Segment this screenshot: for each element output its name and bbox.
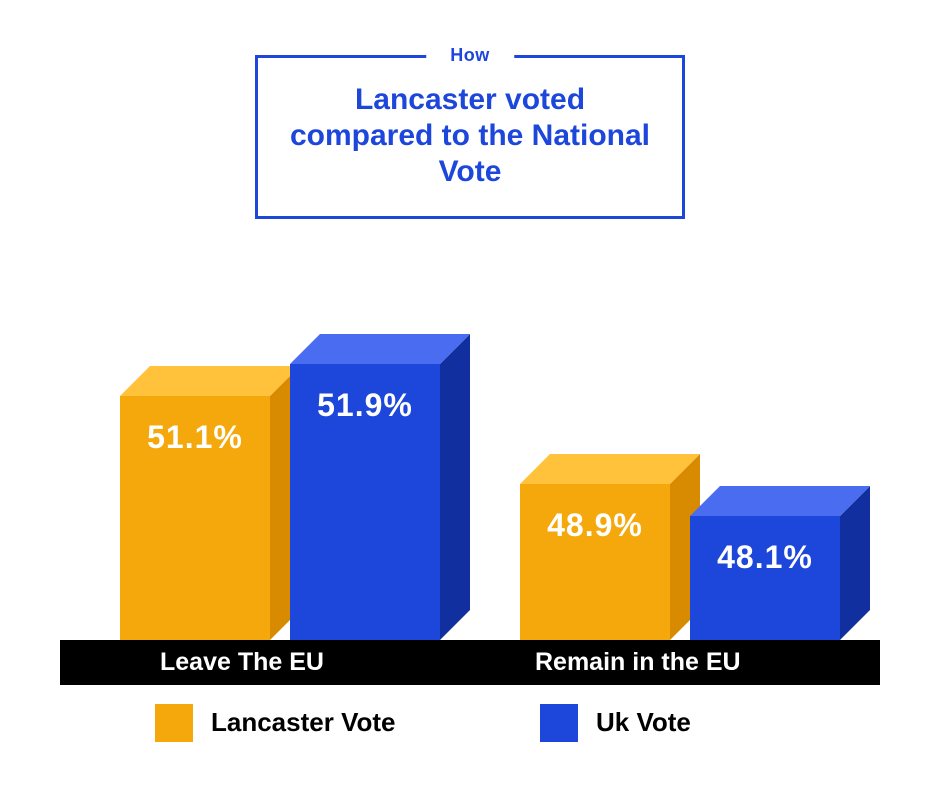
bar-lancaster-2: 48.9% <box>520 454 700 640</box>
bar-chart: 51.1% 51.9% 48.9% 48.1% <box>60 230 880 640</box>
legend-swatch <box>155 704 193 742</box>
category-label-leave: Leave The EU <box>160 648 324 677</box>
legend: Lancaster Vote Uk Vote <box>60 695 880 750</box>
bar-value-label: 51.9% <box>290 387 440 424</box>
legend-label: Uk Vote <box>596 707 691 738</box>
legend-item-uk: Uk Vote <box>540 704 691 742</box>
title-kicker: How <box>426 45 514 66</box>
bar-value-label: 51.1% <box>120 419 270 456</box>
bar-uk-3: 48.1% <box>690 486 870 640</box>
title-main: Lancaster voted compared to the National… <box>288 82 652 190</box>
bar-value-label: 48.9% <box>520 507 670 544</box>
bar-value-label: 48.1% <box>690 539 840 576</box>
legend-label: Lancaster Vote <box>211 707 395 738</box>
legend-item-lancaster: Lancaster Vote <box>155 704 395 742</box>
bar-uk-1: 51.9% <box>290 334 470 640</box>
title-box: How Lancaster voted compared to the Nati… <box>255 55 685 219</box>
category-strip: Leave The EU Remain in the EU <box>60 640 880 685</box>
category-label-remain: Remain in the EU <box>535 648 741 677</box>
legend-swatch <box>540 704 578 742</box>
bar-lancaster-0: 51.1% <box>120 366 300 640</box>
